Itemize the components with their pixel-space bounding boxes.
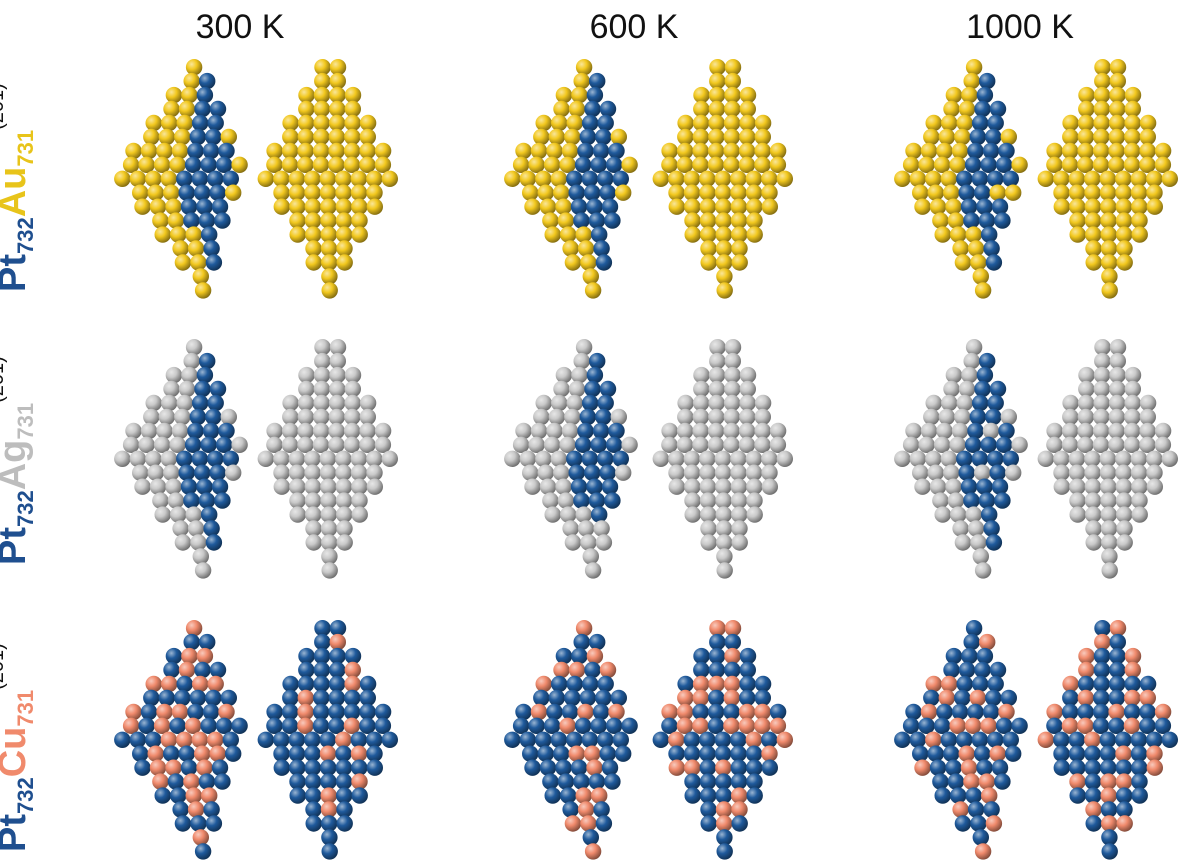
- cross-section-cluster: [495, 45, 655, 300]
- facet-label: (201): [0, 643, 8, 690]
- cross-section-cluster: [105, 325, 265, 580]
- cross-section-cluster: [885, 606, 1045, 861]
- shell-symbol: Cu: [0, 727, 34, 778]
- pt-symbol: Pt: [0, 814, 34, 852]
- surface-cluster: [1033, 45, 1179, 300]
- cross-section-cluster: [885, 45, 1045, 300]
- cross-section-cluster: [105, 45, 265, 300]
- surface-cluster: [1033, 606, 1179, 861]
- surface-cluster: [1033, 325, 1179, 580]
- surface-cluster: [648, 45, 803, 300]
- surface-cluster: [253, 45, 408, 300]
- pt-count: 732: [13, 777, 38, 814]
- surface-cluster: [648, 325, 803, 580]
- cross-section-cluster: [495, 606, 655, 861]
- cross-section-cluster: [885, 325, 1045, 580]
- temperature-header-300k: 300 K: [140, 8, 340, 47]
- surface-cluster: [253, 325, 408, 580]
- temperature-header-600k: 600 K: [534, 8, 734, 47]
- surface-cluster: [253, 606, 408, 861]
- temperature-header-1000k: 1000 K: [920, 8, 1120, 47]
- cross-section-cluster: [105, 606, 265, 861]
- shell-count: 731: [13, 690, 38, 727]
- row-label-pt-cu: Pt732Cu731 (201): [0, 0, 60, 852]
- surface-cluster: [648, 606, 803, 861]
- cross-section-cluster: [495, 325, 655, 580]
